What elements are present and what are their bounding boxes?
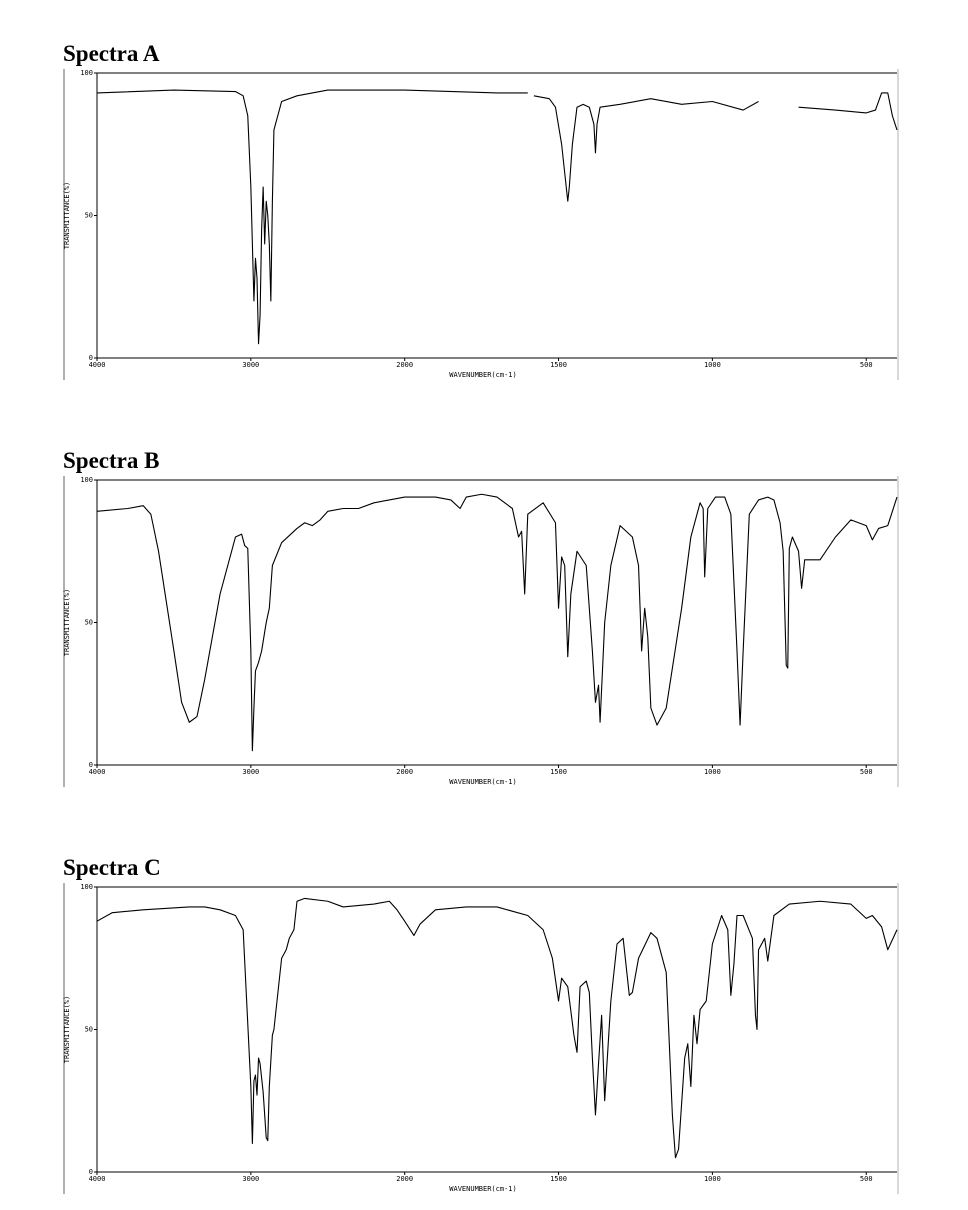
x-tick-label: 4000 — [89, 361, 106, 369]
x-tick-label: 3000 — [242, 768, 259, 776]
x-tick-label: 1000 — [704, 1175, 721, 1183]
x-axis-label: WAVENUMBER(cm-1) — [449, 1185, 516, 1193]
x-tick-label: 1500 — [550, 768, 567, 776]
x-tick-label: 1500 — [550, 1175, 567, 1183]
x-tick-label: 2000 — [396, 1175, 413, 1183]
x-tick-label: 3000 — [242, 361, 259, 369]
chart-title: Spectra B — [63, 448, 159, 473]
y-tick-label: 0 — [89, 761, 93, 769]
y-tick-label: 0 — [89, 354, 93, 362]
x-tick-label: 2000 — [396, 768, 413, 776]
x-axis-label: WAVENUMBER(cm-1) — [449, 371, 516, 379]
y-tick-label: 100 — [80, 883, 93, 891]
spectrum-line — [96, 493, 898, 752]
x-tick-label: 2000 — [396, 361, 413, 369]
x-tick-label: 4000 — [89, 768, 106, 776]
chart-title: Spectra C — [63, 855, 161, 880]
x-tick-label: 500 — [860, 768, 873, 776]
x-tick-label: 500 — [860, 361, 873, 369]
spectrum-line — [96, 89, 898, 345]
y-axis-label: TRANSMITTANCE(%) — [63, 996, 71, 1063]
x-tick-label: 3000 — [242, 1175, 259, 1183]
y-tick-label: 100 — [80, 69, 93, 77]
x-tick-label: 500 — [860, 1175, 873, 1183]
x-tick-label: 1500 — [550, 361, 567, 369]
spectrum-line — [96, 897, 898, 1159]
y-tick-label: 50 — [85, 1026, 93, 1034]
y-tick-label: 0 — [89, 1168, 93, 1176]
y-tick-label: 100 — [80, 476, 93, 484]
x-tick-label: 4000 — [89, 1175, 106, 1183]
y-tick-label: 50 — [85, 212, 93, 220]
y-tick-label: 50 — [85, 619, 93, 627]
x-axis-label: WAVENUMBER(cm-1) — [449, 778, 516, 786]
x-tick-label: 1000 — [704, 361, 721, 369]
x-tick-label: 1000 — [704, 768, 721, 776]
y-axis-label: TRANSMITTANCE(%) — [63, 182, 71, 249]
y-axis-label: TRANSMITTANCE(%) — [63, 589, 71, 656]
chart-title: Spectra A — [63, 41, 160, 66]
